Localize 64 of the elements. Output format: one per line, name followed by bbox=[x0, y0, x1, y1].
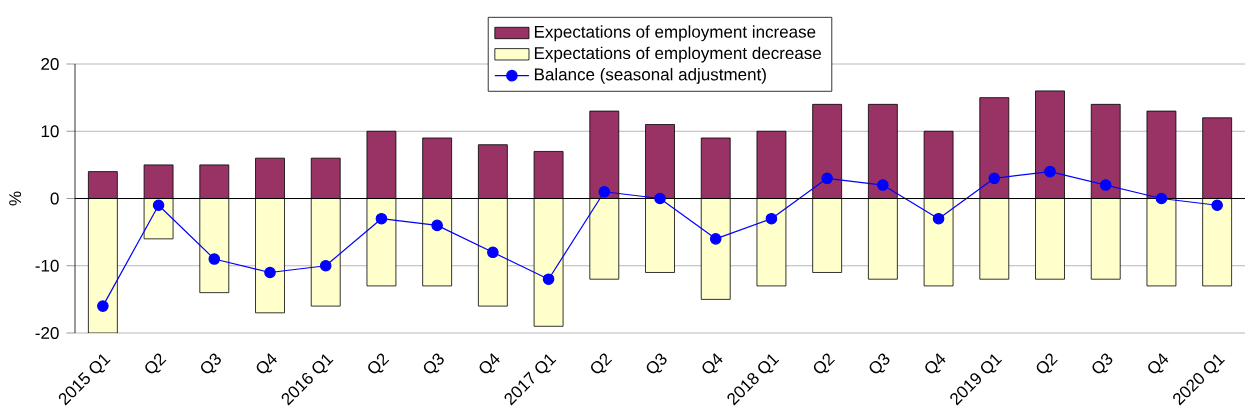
x-tick-label: Q4 bbox=[1148, 353, 1169, 374]
point bbox=[487, 246, 499, 259]
x-tick-label: Q2 bbox=[145, 353, 167, 374]
point bbox=[932, 212, 945, 225]
x-tick-label: Q2 bbox=[368, 353, 390, 374]
bar bbox=[1035, 198, 1065, 280]
point bbox=[264, 266, 276, 279]
bar bbox=[255, 198, 285, 314]
point bbox=[542, 273, 555, 286]
bar bbox=[645, 198, 675, 273]
y-tick-label: -20 bbox=[35, 327, 59, 340]
point bbox=[1211, 199, 1223, 212]
point bbox=[765, 212, 778, 225]
bar bbox=[756, 198, 787, 287]
bar bbox=[700, 198, 731, 300]
legend-label: Expectations of employment increase bbox=[534, 25, 816, 42]
x-tick-label: Q3 bbox=[646, 353, 667, 374]
x-tick-label: Q4 bbox=[925, 353, 946, 374]
x-tick-label: Q4 bbox=[702, 353, 723, 374]
x-tick-label: Q3 bbox=[869, 353, 890, 374]
bar bbox=[477, 198, 508, 307]
bar bbox=[310, 198, 341, 307]
x-tick-label: Q3 bbox=[423, 353, 444, 374]
y-tick-label: -10 bbox=[35, 259, 59, 272]
y-tick-label: 10 bbox=[41, 125, 59, 138]
x-tick-label: Q2 bbox=[591, 353, 613, 374]
bar bbox=[923, 198, 954, 287]
bar bbox=[589, 198, 620, 280]
point bbox=[877, 179, 889, 191]
point bbox=[654, 192, 666, 205]
bar bbox=[199, 198, 230, 294]
bar bbox=[422, 198, 453, 287]
point bbox=[319, 259, 332, 272]
point bbox=[1155, 192, 1168, 205]
point bbox=[709, 233, 722, 245]
bar bbox=[1202, 198, 1233, 287]
legend-label: Expectations of employment decrease bbox=[534, 46, 821, 63]
x-tick-label: Q2 bbox=[813, 353, 835, 374]
bar bbox=[366, 198, 397, 287]
bar bbox=[812, 198, 843, 273]
point bbox=[375, 212, 388, 225]
point bbox=[988, 172, 1001, 185]
x-tick-label: Q3 bbox=[201, 353, 221, 374]
point bbox=[598, 185, 611, 198]
bar bbox=[1090, 198, 1121, 280]
bar bbox=[867, 198, 898, 280]
y-axis-title: % bbox=[9, 191, 22, 206]
bar bbox=[87, 198, 118, 333]
point bbox=[152, 199, 165, 212]
x-tick-label: Q2 bbox=[1036, 353, 1058, 374]
point bbox=[431, 219, 443, 232]
bar bbox=[533, 198, 564, 327]
y-tick-label: 20 bbox=[41, 58, 59, 71]
bar bbox=[979, 198, 1010, 280]
point bbox=[97, 300, 109, 312]
point bbox=[821, 172, 833, 185]
y-tick-label: 0 bbox=[50, 192, 59, 205]
point bbox=[208, 253, 221, 265]
x-tick-label: Q4 bbox=[256, 353, 277, 374]
point bbox=[1099, 179, 1112, 191]
x-tick-label: Q4 bbox=[479, 353, 500, 374]
legend-label: Balance (seasonal adjustment) bbox=[534, 67, 766, 84]
x-tick-label: Q3 bbox=[1092, 353, 1113, 374]
point bbox=[1044, 165, 1056, 178]
